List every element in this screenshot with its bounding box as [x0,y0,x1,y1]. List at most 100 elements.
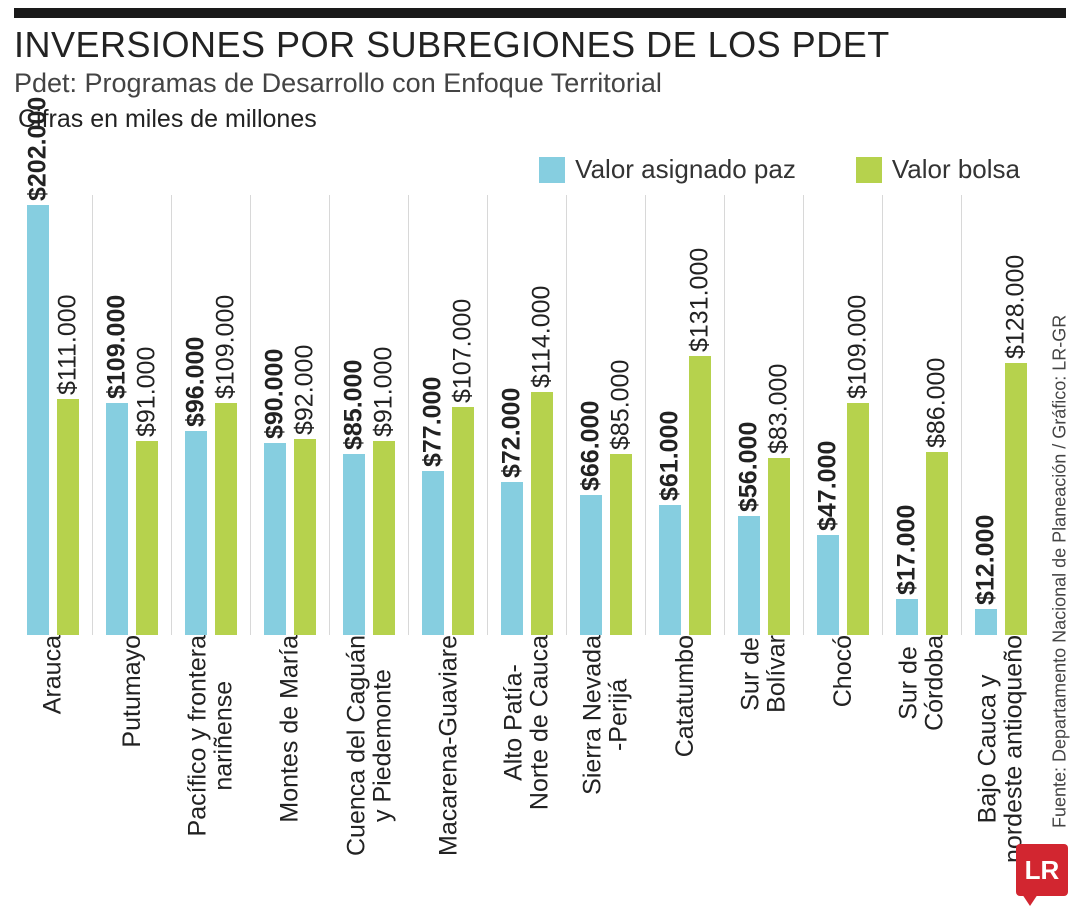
bar-value-label: $56.000 [735,421,764,511]
bar-col-a: $109.000 [104,195,130,635]
unit-note: Cifras en miles de millones [18,105,1066,134]
bar-col-b: $91.000 [134,195,160,635]
bar-a [896,599,918,635]
bar-chart: $202.000$111.000Arauca$109.000$91.000Put… [14,195,1040,635]
legend: Valor asignado paz Valor bolsa [14,154,1020,185]
bar-value-label: $66.000 [577,400,606,490]
bar-col-b: $109.000 [845,195,871,635]
bar-a [422,471,444,635]
bar-a [501,482,523,635]
bar-b [452,407,474,635]
bar-value-label: $107.000 [449,299,478,403]
category-label: Sur deBolívar [738,635,791,713]
bar-value-label: $17.000 [893,504,922,594]
bar-a [264,443,286,635]
category-label: Putumayo [119,635,145,748]
bar-value-label: $77.000 [419,377,448,467]
bar-col-a: $96.000 [183,195,209,635]
bar-col-b: $128.000 [1003,195,1029,635]
bar-group: $77.000$107.000Macarena-Guaviare [409,195,488,635]
bar-col-b: $92.000 [292,195,318,635]
bar-value-label: $202.000 [24,97,53,201]
bar-a [817,535,839,635]
swatch-b [856,157,882,183]
bar-col-a: $90.000 [262,195,288,635]
category-label: Bajo Cauca ynordeste antioqueño [975,635,1028,863]
legend-label-b: Valor bolsa [892,154,1020,185]
bar-col-b: $111.000 [55,195,81,635]
source-credit: Fuente: Departamento Nacional de Planeac… [1049,315,1070,828]
bar-value-label: $109.000 [212,295,241,399]
legend-label-a: Valor asignado paz [575,154,796,185]
bar-b [373,441,395,635]
bar-value-label: $86.000 [923,358,952,448]
bar-b [689,356,711,635]
bar-value-label: $111.000 [54,294,83,395]
bar-value-label: $61.000 [656,411,685,501]
bar-group: $17.000$86.000Sur deCórdoba [883,195,962,635]
bar-col-b: $85.000 [608,195,634,635]
bar-group: $202.000$111.000Arauca [14,195,93,635]
bar-b [215,403,237,635]
bar-group: $61.000$131.000Catatumbo [646,195,725,635]
bar-b [926,452,948,635]
bar-col-a: $85.000 [341,195,367,635]
page-title: INVERSIONES POR SUBREGIONES DE LOS PDET [14,24,1066,66]
bar-value-label: $90.000 [261,349,290,439]
bar-col-b: $107.000 [450,195,476,635]
bar-b [531,392,553,635]
bar-a [580,495,602,635]
bar-value-label: $12.000 [972,515,1001,605]
bar-group: $109.000$91.000Putumayo [93,195,172,635]
bar-col-b: $83.000 [766,195,792,635]
bar-group: $90.000$92.000Montes de María [251,195,330,635]
bar-a [27,205,49,635]
bar-group: $56.000$83.000Sur deBolívar [725,195,804,635]
bar-col-a: $72.000 [499,195,525,635]
category-label: Sur deCórdoba [896,635,949,731]
swatch-a [539,157,565,183]
bar-a [343,454,365,635]
bar-value-label: $114.000 [528,286,557,388]
publisher-logo: LR [1016,844,1068,896]
bar-col-a: $17.000 [894,195,920,635]
bar-group: $12.000$128.000Bajo Cauca ynordeste anti… [962,195,1040,635]
category-label: Alto Patía-Norte de Cauca [501,635,554,810]
bar-b [768,458,790,635]
subtitle: Pdet: Programas de Desarrollo con Enfoqu… [14,68,1066,99]
bar-value-label: $109.000 [103,295,132,399]
bar-b [57,399,79,635]
bar-value-label: $47.000 [814,441,843,531]
bar-group: $72.000$114.000Alto Patía-Norte de Cauca [488,195,567,635]
bar-col-a: $202.000 [25,195,51,635]
bar-value-label: $85.000 [340,360,369,450]
bar-b [136,441,158,635]
bar-a [975,609,997,635]
bar-value-label: $85.000 [607,360,636,450]
bar-b [294,439,316,635]
bar-col-b: $91.000 [371,195,397,635]
category-label: Montes de María [277,635,303,823]
legend-item-a: Valor asignado paz [539,154,796,185]
bar-value-label: $109.000 [844,295,873,399]
bar-value-label: $83.000 [765,364,794,454]
legend-item-b: Valor bolsa [856,154,1020,185]
bar-value-label: $96.000 [182,336,211,426]
bar-col-a: $61.000 [657,195,683,635]
bar-a [185,431,207,635]
bar-col-b: $86.000 [924,195,950,635]
category-label: Cuenca del Caguány Piedemonte [343,635,396,856]
bar-b [847,403,869,635]
category-label: Catatumbo [672,635,698,757]
bar-value-label: $91.000 [370,347,399,437]
bar-col-a: $66.000 [578,195,604,635]
bar-group: $47.000$109.000Chocó [804,195,883,635]
category-label: Arauca [40,635,66,714]
top-rule [14,8,1066,18]
bar-group: $66.000$85.000Sierra Nevada-Perijá [567,195,646,635]
bar-a [659,505,681,635]
bar-value-label: $131.000 [686,248,715,352]
bar-b [1005,363,1027,635]
bar-a [738,516,760,635]
category-label: Pacífico y fronteranariñense [185,635,238,836]
